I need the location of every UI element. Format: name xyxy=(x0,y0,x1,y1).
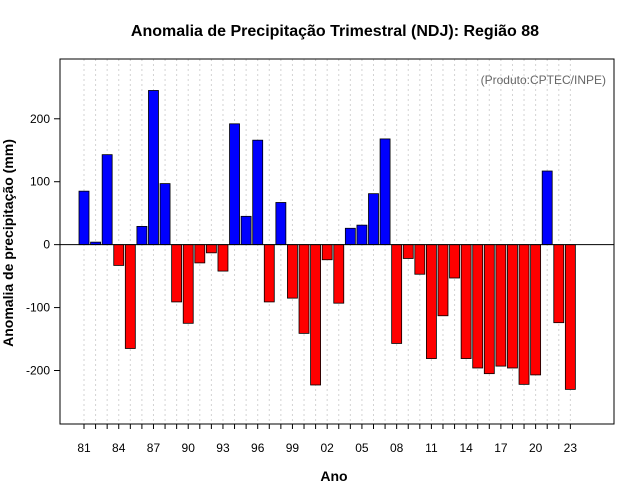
bars xyxy=(78,90,576,390)
x-tick-label-93: 93 xyxy=(216,441,230,455)
bar-13 xyxy=(449,244,460,279)
bar-23 xyxy=(564,244,576,390)
bar-17 xyxy=(495,244,507,367)
bar-16 xyxy=(483,244,495,375)
x-tick-label-17: 17 xyxy=(494,441,508,455)
y-tick-label--200: -200 xyxy=(26,364,50,378)
bar-04 xyxy=(344,227,356,246)
chart-title: Anomalia de Precipitação Trimestral (NDJ… xyxy=(131,23,539,40)
bar-05 xyxy=(356,224,368,246)
bar-89 xyxy=(171,244,183,303)
y-axis-title: Anomalia de precipitação (mm) xyxy=(0,139,16,347)
bar-96 xyxy=(252,139,264,246)
bar-84 xyxy=(113,244,125,266)
x-tick-label-02: 02 xyxy=(321,441,335,455)
bar-83 xyxy=(101,154,113,246)
x-tick-label-81: 81 xyxy=(77,441,91,455)
x-axis-title: Ano xyxy=(320,468,347,484)
bar-15 xyxy=(472,244,484,369)
bar-00 xyxy=(298,244,310,334)
bar-97 xyxy=(263,244,275,303)
x-tick-label-05: 05 xyxy=(355,441,369,455)
x-axis: 81 84 87 90 93 96 99 02 05 08 11 14 17 20 23 xyxy=(77,424,577,455)
bar-94 xyxy=(229,123,240,246)
credit-label: (Produto:CPTEC/INPE) xyxy=(481,73,606,87)
bar-88 xyxy=(159,183,171,246)
x-tick-label-90: 90 xyxy=(182,441,196,455)
bar-22 xyxy=(553,244,565,324)
bar-99 xyxy=(287,244,298,299)
x-tick-label-23: 23 xyxy=(564,441,578,455)
x-tick-label-96: 96 xyxy=(251,441,265,455)
bar-14 xyxy=(460,244,472,359)
bar-20 xyxy=(530,244,542,376)
bar-01 xyxy=(310,244,322,386)
plot-frame xyxy=(59,58,615,425)
bar-86 xyxy=(136,225,148,246)
bar-03 xyxy=(333,244,345,304)
y-tick-label-0: 0 xyxy=(43,238,50,252)
bar-06 xyxy=(368,193,379,246)
vertical-gridlines xyxy=(83,59,571,424)
x-tick-label-84: 84 xyxy=(112,441,126,455)
bar-02 xyxy=(321,244,333,261)
bar-91 xyxy=(194,244,206,264)
x-tick-label-14: 14 xyxy=(459,441,473,455)
y-tick-label--100: -100 xyxy=(26,301,50,315)
bar-95 xyxy=(240,215,252,246)
bar-09 xyxy=(402,244,414,259)
x-tick-label-99: 99 xyxy=(286,441,300,455)
bar-19 xyxy=(518,244,530,385)
bar-21 xyxy=(541,170,553,246)
bar-87 xyxy=(148,90,159,246)
bar-07 xyxy=(379,138,391,246)
y-tick-label-200: 200 xyxy=(30,112,50,126)
bar-18 xyxy=(507,244,518,369)
x-tick-label-11: 11 xyxy=(425,441,438,455)
bar-11 xyxy=(425,244,437,359)
bar-90 xyxy=(182,244,194,324)
y-tick-label-100: 100 xyxy=(30,175,50,189)
bar-81 xyxy=(78,190,90,246)
bar-92 xyxy=(205,244,217,254)
bar-98 xyxy=(275,202,287,246)
x-tick-label-87: 87 xyxy=(147,441,161,455)
bar-10 xyxy=(414,244,426,275)
bar-93 xyxy=(217,244,229,272)
bar-85 xyxy=(124,244,136,349)
y-axis: -200 -100 0 100 200 xyxy=(26,112,60,378)
x-tick-label-08: 08 xyxy=(390,441,404,455)
bar-12 xyxy=(437,244,449,317)
bar-08 xyxy=(391,244,403,344)
x-tick-label-20: 20 xyxy=(529,441,543,455)
